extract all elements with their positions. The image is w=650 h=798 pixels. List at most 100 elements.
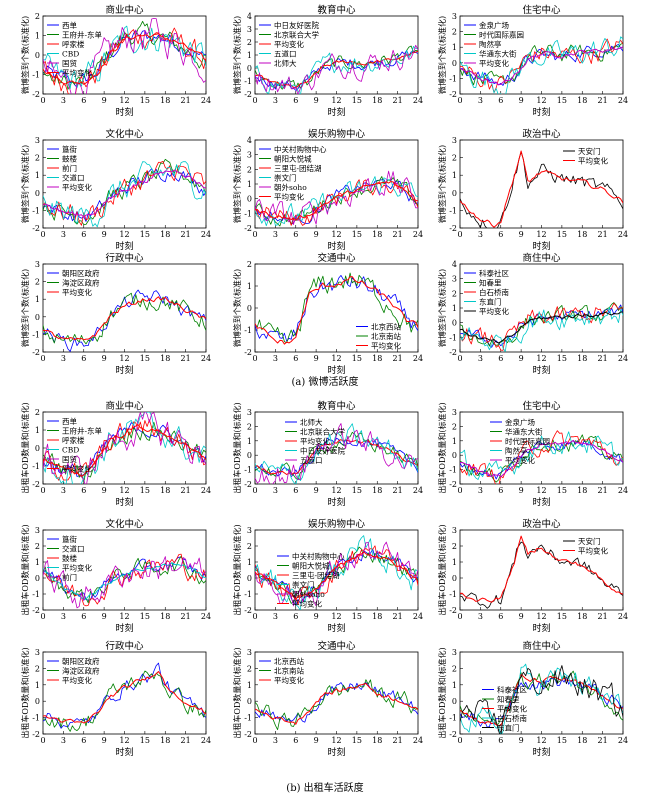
- y-tick-label: -2: [244, 348, 252, 357]
- x-tick-label: 24: [201, 486, 211, 495]
- y-tick-label: 0: [247, 64, 252, 73]
- x-tick-label: 24: [618, 612, 628, 621]
- x-axis-label: 时刻: [115, 364, 133, 376]
- legend-entry: 鼓楼: [62, 154, 77, 164]
- x-tick-label: 18: [577, 354, 587, 363]
- x-tick-label: 0: [40, 486, 45, 495]
- x-tick-label: 6: [293, 612, 298, 621]
- x-tick-label: 21: [393, 486, 403, 495]
- legend-entry: 华通东大街: [505, 427, 543, 437]
- x-tick-label: 18: [160, 486, 170, 495]
- legend-entry: 天安门: [578, 146, 601, 156]
- x-tick-label: 21: [181, 736, 191, 745]
- y-tick-label: 2: [247, 165, 252, 174]
- x-tick-label: 15: [140, 354, 150, 363]
- x-tick-label: 9: [519, 612, 524, 621]
- x-tick-label: 0: [457, 354, 462, 363]
- y-tick-label: -2: [32, 90, 40, 99]
- y-tick-label: -2: [32, 224, 40, 233]
- series-group: [43, 662, 206, 732]
- series-line-1: [255, 275, 418, 342]
- y-tick-label: 0: [35, 697, 40, 706]
- x-tick-label: 12: [119, 736, 129, 745]
- y-tick-label: 1: [247, 437, 252, 446]
- legend-entry: 北京西站: [274, 656, 304, 666]
- x-tick-label: 18: [577, 486, 587, 495]
- x-tick-label: 9: [102, 96, 107, 105]
- y-tick-label: 2: [247, 38, 252, 47]
- legend-entry: 西单: [62, 20, 77, 30]
- x-tick-label: 18: [160, 230, 170, 239]
- panel-title: 娱乐购物中心: [308, 128, 366, 140]
- panel-title: 交通中心: [317, 252, 356, 264]
- series-line-2: [460, 535, 623, 603]
- legend-entry: 朝阳大悦城: [274, 154, 312, 164]
- x-axis-label: 时刻: [532, 496, 550, 508]
- panel-title: 商住中心: [522, 640, 561, 652]
- x-tick-label: 24: [413, 230, 423, 239]
- legend-entry: 陶然亭: [505, 446, 528, 456]
- y-tick-label: -1: [449, 590, 457, 599]
- x-tick-label: 3: [273, 354, 278, 363]
- y-tick-label: 1: [247, 558, 252, 567]
- legend-entry: 天安门: [578, 536, 601, 546]
- series-line-3: [460, 430, 623, 484]
- series-group: [460, 663, 623, 734]
- x-tick-label: 0: [457, 736, 462, 745]
- legend-entry: 五道口: [274, 49, 297, 59]
- caption-b: (b) 出租车活跃度: [286, 781, 363, 794]
- legend-entry: 平均变化: [62, 563, 92, 573]
- y-tick-label: -2: [449, 224, 457, 233]
- x-tick-label: 6: [498, 354, 503, 363]
- x-tick-label: 15: [140, 612, 150, 621]
- y-tick-label: -2: [32, 730, 40, 739]
- y-axis-label: 出租车OD数量和(标准化): [437, 524, 447, 615]
- y-tick-label: 0: [247, 574, 252, 583]
- x-tick-label: 9: [519, 354, 524, 363]
- y-tick-label: 1: [452, 437, 457, 446]
- legend-entry: 朝阳大悦城: [292, 561, 330, 571]
- x-tick-label: 3: [478, 96, 483, 105]
- y-tick-label: -1: [244, 590, 252, 599]
- x-tick-label: 3: [61, 736, 66, 745]
- x-tick-label: 12: [331, 230, 341, 239]
- legend-entry: 平均变化: [479, 58, 509, 68]
- series-line-6: [255, 181, 418, 221]
- y-axis-label: 微博签到个数(标准化): [437, 145, 447, 223]
- y-axis-label: 出租车OD数量和(标准化): [232, 647, 242, 738]
- y-tick-label: 1: [452, 304, 457, 313]
- series-line-6: [43, 33, 206, 85]
- x-tick-label: 9: [102, 736, 107, 745]
- x-tick-label: 0: [40, 736, 45, 745]
- x-tick-label: 15: [352, 486, 362, 495]
- y-tick-label: 2: [452, 664, 457, 673]
- y-axis-label: 微博签到个数(标准化): [232, 145, 242, 223]
- y-tick-label: -1: [244, 466, 252, 475]
- legend-entry: 朝阳区政府: [62, 656, 100, 666]
- series-group: [43, 412, 206, 484]
- y-tick-label: 0: [35, 51, 40, 60]
- x-tick-label: 0: [252, 736, 257, 745]
- x-tick-label: 9: [314, 486, 319, 495]
- legend-entry: 平均变化: [62, 464, 92, 474]
- panel-title: 交通中心: [317, 640, 356, 652]
- x-tick-label: 15: [140, 230, 150, 239]
- series-line-2: [43, 421, 206, 483]
- legend-entry: 平均变化: [62, 68, 92, 78]
- series-line-3: [255, 545, 418, 606]
- x-tick-label: 3: [61, 612, 66, 621]
- series-line-4: [255, 535, 418, 610]
- y-tick-label: -1: [244, 209, 252, 218]
- y-tick-label: 0: [452, 59, 457, 68]
- y-axis-label: 微博签到个数(标准化): [437, 16, 447, 94]
- x-tick-label: 18: [372, 736, 382, 745]
- x-axis-label: 时刻: [532, 364, 550, 376]
